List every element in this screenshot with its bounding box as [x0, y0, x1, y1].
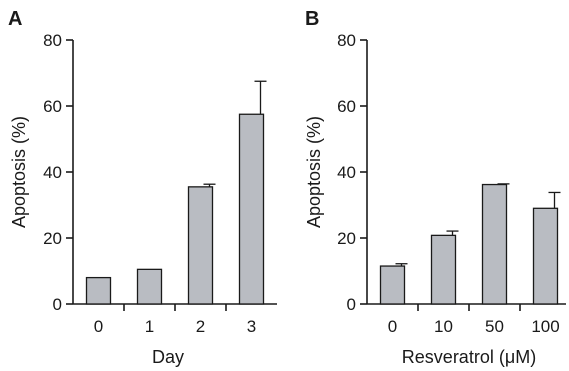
panel-a-y-tick-label: 80 [43, 31, 62, 50]
panel-a-bar [85, 276, 112, 305]
panel-a-x-tick-label: 3 [247, 317, 256, 336]
panel-a-x-axis-title: Day [152, 347, 184, 367]
panel-b-bar [379, 265, 406, 305]
panel-a-y-axis-title: Apoptosis (%) [9, 116, 29, 228]
panel-a-x-tick-label: 2 [196, 317, 205, 336]
panel-a-y-tick-label: 60 [43, 97, 62, 116]
panel-b-y-tick-label: 40 [337, 163, 356, 182]
panel-a-label: A [8, 8, 22, 30]
panel-b-y-tick-label: 20 [337, 229, 356, 248]
panel-b-y-axis-title: Apoptosis (%) [304, 116, 324, 228]
panel-b-label: B [305, 8, 319, 30]
panel-b-y-tick-label: 80 [337, 31, 356, 50]
panel-a-x-tick-label: 0 [94, 317, 103, 336]
panel-a-bar [238, 113, 265, 305]
panel-a: A Apoptosis (%) Day 0 20 40 60 80 0 1 2 3 [8, 8, 277, 367]
panel-a-bar [136, 268, 163, 305]
panel-b: B Apoptosis (%) Resveratrol (μM) 0 20 40 60… [304, 8, 566, 367]
panel-b-bar [481, 183, 508, 305]
panel-a-bar [187, 186, 214, 305]
panel-b-x-tick-label: 100 [531, 317, 559, 336]
panel-b-x-tick-label: 10 [434, 317, 453, 336]
panel-a-y-tick-label: 40 [43, 163, 62, 182]
panel-b-x-tick-label: 0 [388, 317, 397, 336]
panel-b-x-tick-label: 50 [485, 317, 504, 336]
panel-b-bar [430, 234, 457, 305]
panel-a-y-tick-label: 20 [43, 229, 62, 248]
panel-b-x-axis-title: Resveratrol (μM) [402, 347, 536, 367]
panel-a-x-tick-label: 1 [145, 317, 154, 336]
panel-a-y-tick-label: 0 [53, 295, 62, 314]
panel-b-y-tick-label: 60 [337, 97, 356, 116]
panel-b-bar [532, 207, 559, 305]
panel-b-y-tick-label: 0 [347, 295, 356, 314]
